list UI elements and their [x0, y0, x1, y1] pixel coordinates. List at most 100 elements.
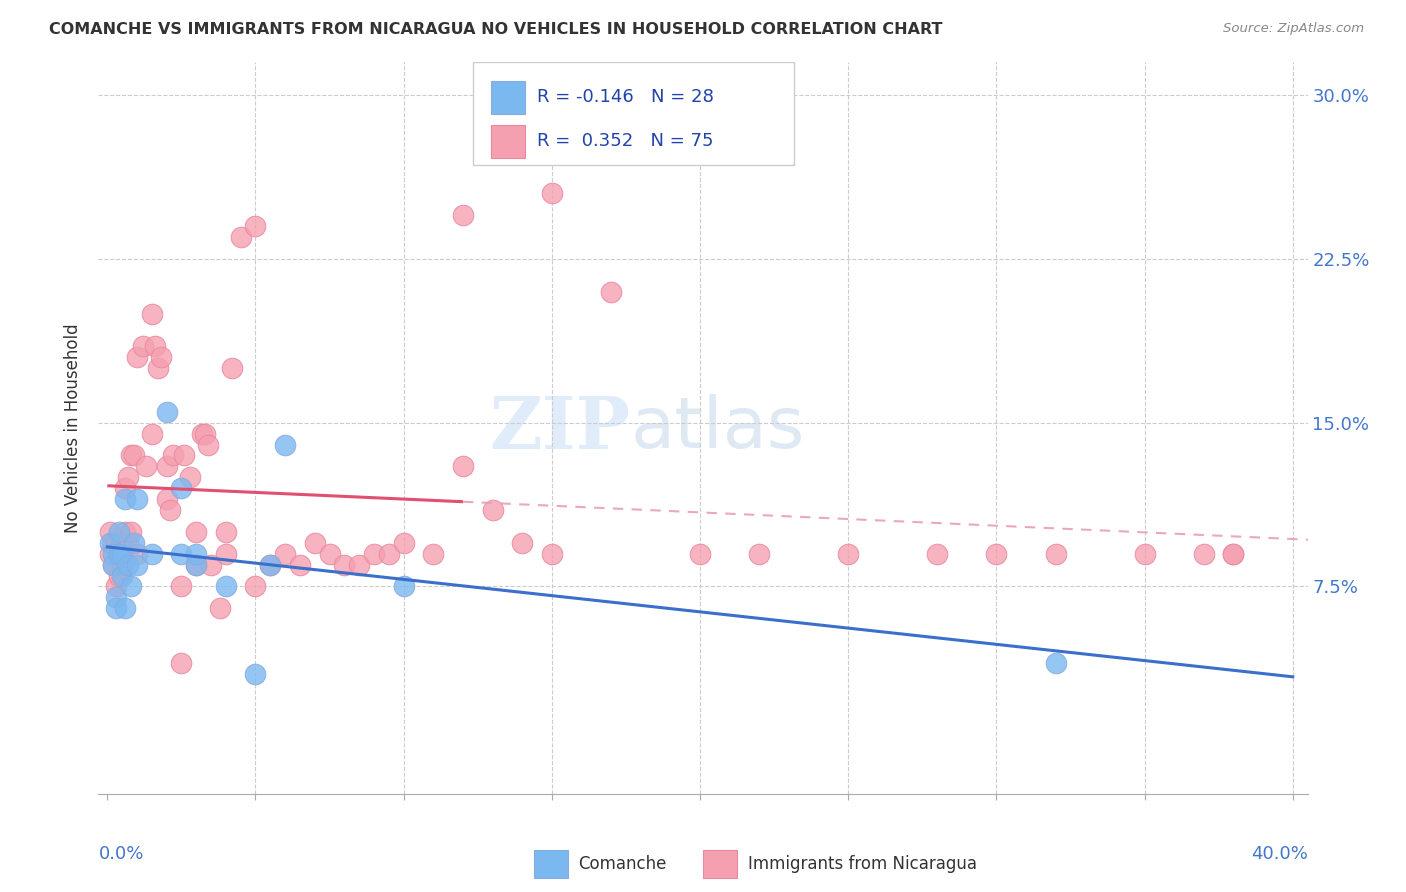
Point	[132, 339, 155, 353]
Point	[186, 547, 208, 561]
Point	[111, 568, 134, 582]
Point	[378, 547, 401, 561]
Point	[105, 536, 128, 550]
Point	[1045, 656, 1067, 670]
Point	[200, 558, 222, 572]
Point	[120, 524, 142, 539]
Point	[245, 666, 267, 681]
Point	[105, 591, 128, 605]
Point	[451, 459, 474, 474]
Bar	[534, 850, 568, 878]
Point	[392, 579, 415, 593]
Point	[170, 656, 193, 670]
Point	[108, 524, 131, 539]
Point	[103, 536, 125, 550]
Point	[540, 186, 562, 201]
Point	[125, 492, 148, 507]
Point	[347, 558, 370, 572]
Point	[155, 405, 177, 419]
Point	[837, 547, 859, 561]
Point	[122, 536, 145, 550]
Point	[221, 361, 243, 376]
Point	[215, 524, 238, 539]
Point	[114, 481, 136, 495]
Text: ZIP: ZIP	[489, 392, 630, 464]
Point	[689, 547, 711, 561]
Point	[1222, 547, 1244, 561]
Point	[481, 503, 503, 517]
Point	[986, 547, 1008, 561]
Point	[259, 558, 281, 572]
Point	[149, 350, 172, 364]
Point	[1222, 547, 1244, 561]
Point	[111, 547, 134, 561]
Point	[259, 558, 281, 572]
Point	[170, 481, 193, 495]
Point	[318, 547, 340, 561]
Point	[170, 547, 193, 561]
Point	[159, 503, 181, 517]
Point	[229, 230, 252, 244]
Point	[146, 361, 169, 376]
Text: COMANCHE VS IMMIGRANTS FROM NICARAGUA NO VEHICLES IN HOUSEHOLD CORRELATION CHART: COMANCHE VS IMMIGRANTS FROM NICARAGUA NO…	[49, 22, 942, 37]
Text: 0.0%: 0.0%	[98, 845, 143, 863]
Text: Source: ZipAtlas.com: Source: ZipAtlas.com	[1223, 22, 1364, 36]
Bar	[492, 125, 526, 158]
Point	[108, 568, 131, 582]
Point	[125, 558, 148, 572]
Point	[194, 426, 217, 441]
Point	[1192, 547, 1215, 561]
Point	[122, 449, 145, 463]
Point	[120, 579, 142, 593]
Point	[103, 547, 125, 561]
Point	[108, 547, 131, 561]
Point	[98, 536, 121, 550]
Point	[179, 470, 201, 484]
Point	[215, 579, 238, 593]
Point	[155, 459, 177, 474]
Point	[98, 547, 121, 561]
Point	[186, 558, 208, 572]
Point	[927, 547, 949, 561]
FancyBboxPatch shape	[474, 62, 793, 165]
Text: 40.0%: 40.0%	[1251, 845, 1308, 863]
Point	[141, 306, 163, 320]
Point	[363, 547, 385, 561]
Point	[108, 547, 131, 561]
Point	[114, 524, 136, 539]
Point	[304, 536, 326, 550]
Bar	[492, 81, 526, 113]
Point	[208, 601, 231, 615]
Text: atlas: atlas	[630, 393, 804, 463]
Point	[120, 449, 142, 463]
Point	[422, 547, 444, 561]
Point	[117, 470, 139, 484]
Point	[162, 449, 184, 463]
Point	[111, 558, 134, 572]
Point	[103, 558, 125, 572]
Bar	[703, 850, 737, 878]
Point	[274, 437, 297, 451]
Point	[117, 558, 139, 572]
Text: Immigrants from Nicaragua: Immigrants from Nicaragua	[748, 855, 977, 873]
Point	[105, 601, 128, 615]
Point	[125, 350, 148, 364]
Point	[245, 219, 267, 234]
Point	[600, 285, 623, 299]
Point	[125, 547, 148, 561]
Point	[173, 449, 195, 463]
Point	[186, 558, 208, 572]
Point	[186, 524, 208, 539]
Point	[114, 492, 136, 507]
Point	[114, 601, 136, 615]
Point	[191, 426, 214, 441]
Point	[111, 536, 134, 550]
Point	[117, 536, 139, 550]
Point	[143, 339, 166, 353]
Point	[540, 547, 562, 561]
Point	[1045, 547, 1067, 561]
Point	[135, 459, 157, 474]
Point	[274, 547, 297, 561]
Point	[245, 579, 267, 593]
Point	[510, 536, 533, 550]
